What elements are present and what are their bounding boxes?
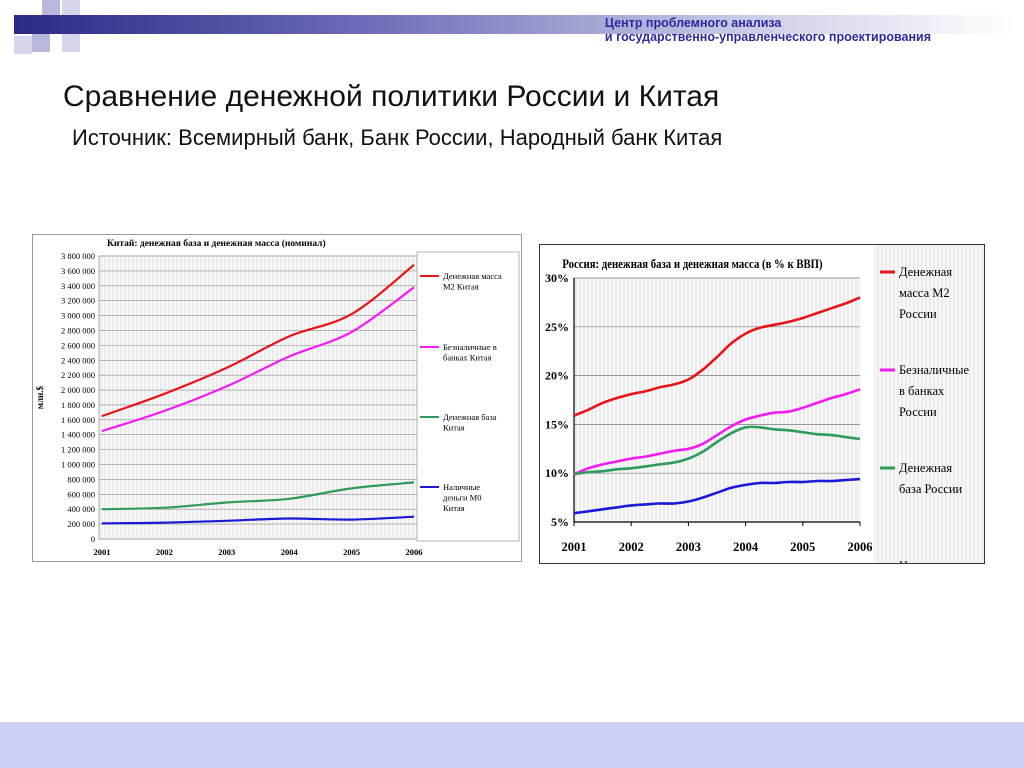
russia-x-tick-label: 2006 xyxy=(848,540,873,554)
russia-legend-label: Наличные xyxy=(899,559,954,563)
russia-chart: Россия: денежная база и денежная масса (… xyxy=(539,244,985,566)
russia-y-tick-label: 20% xyxy=(545,369,569,383)
russia-legend-label: Безналичные в банках России xyxy=(899,363,969,419)
china-x-tick-label: 2002 xyxy=(156,547,173,557)
china-chart: 0 200 000 400 000 600 000 800 000 1 000 000 1 … xyxy=(32,234,522,562)
china-y-tick-label: 1 600 000 xyxy=(61,415,95,425)
china-legend-label: Безналичные в банках Китая xyxy=(443,342,497,363)
china-y-tick-label: 3 800 000 xyxy=(61,251,95,261)
russia-x-tick-label: 2001 xyxy=(562,540,587,554)
china-chart-svg: 0 200 000 400 000 600 000 800 000 1 000 000 1 … xyxy=(35,238,520,557)
china-series-line xyxy=(101,264,415,418)
china-y-tick-label: 600 000 xyxy=(67,489,95,499)
china-series-line xyxy=(101,286,415,433)
china-y-tick-label: 3 600 000 xyxy=(61,266,95,276)
header-gradient-bar xyxy=(14,15,1014,34)
china-y-tick-label: 1 000 000 xyxy=(61,460,95,470)
china-y-axis-label: млн.$ xyxy=(35,385,45,409)
china-y-tick-label: 800 000 xyxy=(67,474,95,484)
china-y-tick-label: 1 800 000 xyxy=(61,400,95,410)
organization-line-1: Центр проблемного анализа xyxy=(604,16,782,30)
russia-y-tick-label: 30% xyxy=(545,271,569,285)
china-y-tick-label: 200 000 xyxy=(67,519,95,529)
russia-y-tick-label: 5% xyxy=(551,515,569,529)
china-y-tick-label: 3 000 000 xyxy=(61,311,95,321)
russia-y-tick-label: 25% xyxy=(545,320,569,334)
china-y-tick-label: 1 400 000 xyxy=(61,430,95,440)
china-legend-label: Денежная база Китая xyxy=(443,412,497,433)
china-y-tick-label: 2 800 000 xyxy=(61,325,95,335)
china-y-tick-label: 3 400 000 xyxy=(61,281,95,291)
russia-legend-label: Денежная база России xyxy=(899,461,963,496)
russia-series-line xyxy=(573,388,861,476)
russia-series-line xyxy=(573,296,861,417)
russia-plot-area xyxy=(574,278,860,522)
russia-y-tick-label: 10% xyxy=(545,466,569,480)
logo-square-light-3 xyxy=(32,34,50,52)
russia-chart-svg: Россия: денежная база и денежная масса (… xyxy=(545,245,984,566)
organization-line-2: и государственно-управленческого проекти… xyxy=(604,30,931,44)
russia-legend-label: Денежная масса М2 России xyxy=(899,265,952,321)
china-y-tick-label: 400 000 xyxy=(67,504,95,514)
slide-title: Сравнение денежной политики России и Кит… xyxy=(63,80,720,113)
china-y-tick-label: 3 200 000 xyxy=(61,296,95,306)
russia-x-tick-label: 2005 xyxy=(790,540,815,554)
logo-square-light-4 xyxy=(14,36,32,54)
slide-subtitle: Источник: Всемирный банк, Банк России, Н… xyxy=(72,125,723,150)
china-chart-title: Китай: денежная база и денежная масса (н… xyxy=(107,238,326,249)
china-x-tick-label: 2001 xyxy=(94,547,111,557)
russia-y-tick-label: 15% xyxy=(545,417,569,431)
logo-square-light-2 xyxy=(62,0,80,18)
china-x-tick-label: 2005 xyxy=(343,547,360,557)
russia-chart-title: Россия: денежная база и денежная масса (… xyxy=(562,257,822,271)
russia-x-tick-label: 2004 xyxy=(733,540,759,554)
china-x-tick-label: 2006 xyxy=(406,547,423,557)
china-y-tick-label: 2 200 000 xyxy=(61,370,95,380)
china-y-tick-label: 2 600 000 xyxy=(61,340,95,350)
china-x-tick-label: 2003 xyxy=(218,547,235,557)
china-y-tick-label: 0 xyxy=(91,534,95,544)
china-legend xyxy=(416,251,520,542)
china-series-line xyxy=(101,481,415,511)
organization-name: Центр проблемного анализа и государствен… xyxy=(605,16,931,44)
china-legend-label: Наличные деньги М0 Китая xyxy=(443,482,482,513)
russia-x-tick-label: 2003 xyxy=(676,540,701,554)
footer-bar xyxy=(0,722,1024,768)
china-legend-label: Денежная масса М2 Китая xyxy=(443,271,502,292)
russia-legend-entries: Денежная масса М2 России Безналичные в банка… xyxy=(880,265,969,566)
russia-series-line xyxy=(573,477,861,515)
china-x-tick-label: 2004 xyxy=(281,547,299,557)
china-y-tick-label: 2 400 000 xyxy=(61,355,95,365)
china-series-line xyxy=(101,515,415,525)
china-y-tick-label: 2 000 000 xyxy=(61,385,95,395)
logo-square-light-5 xyxy=(62,34,80,52)
russia-x-tick-label: 2002 xyxy=(619,540,644,554)
russia-series-line xyxy=(573,425,861,476)
china-y-tick-label: 1 200 000 xyxy=(61,445,95,455)
logo-square-light-1 xyxy=(42,0,60,18)
